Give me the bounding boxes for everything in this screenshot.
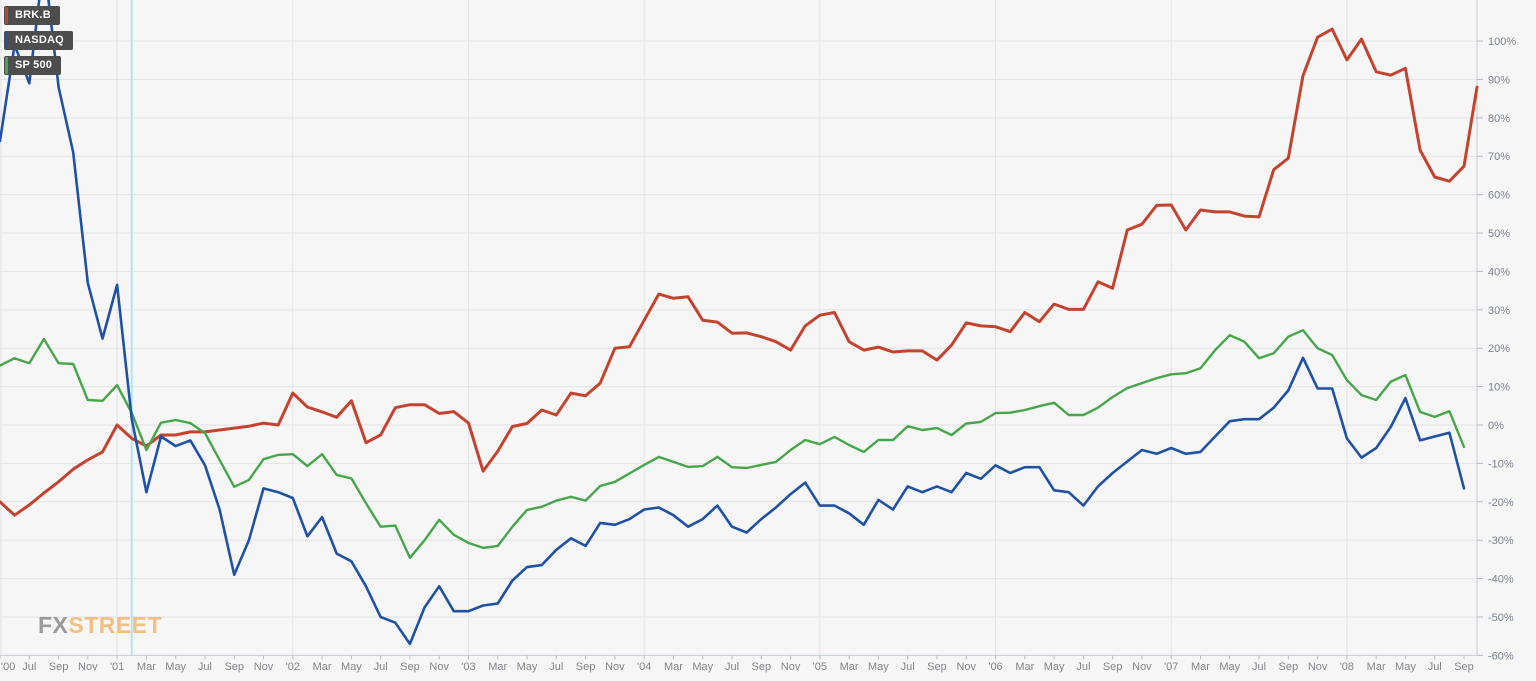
x-axis-label: Jul (374, 661, 388, 673)
x-axis-label: May (341, 661, 362, 673)
chart-legend: BRK.B NASDAQ SP 500 (4, 6, 73, 81)
x-axis-label: Sep (751, 661, 771, 673)
x-axis-label: Sep (224, 661, 244, 673)
x-axis-label: Sep (927, 661, 947, 673)
sp-500-color-swatch (5, 57, 8, 74)
x-axis-label: Nov (429, 661, 449, 673)
y-axis-label: -30% (1488, 535, 1514, 547)
y-axis-label: -10% (1488, 458, 1514, 470)
y-axis-label: 100% (1488, 36, 1516, 48)
y-axis-label: 30% (1488, 305, 1510, 317)
x-axis-label: Sep (400, 661, 420, 673)
x-axis-label: '02 (286, 661, 300, 673)
y-axis-label: -60% (1488, 650, 1514, 662)
sp-500-line (0, 329, 1466, 559)
x-axis-label: '06 (988, 661, 1002, 673)
x-axis-label: Sep (1103, 661, 1123, 673)
x-axis-label: Jul (1428, 661, 1442, 673)
brk-b-line (0, 27, 1479, 517)
x-axis-label: Nov (605, 661, 625, 673)
y-axis-label: 40% (1488, 266, 1510, 278)
legend-item-nasdaq[interactable]: NASDAQ (4, 31, 73, 50)
x-axis-label: Jul (901, 661, 915, 673)
y-axis-label: 90% (1488, 74, 1510, 86)
x-axis-label: Sep (49, 661, 69, 673)
x-axis-label: Mar (313, 661, 332, 673)
x-axis-label: Jul (725, 661, 739, 673)
y-axis-label: 0% (1488, 420, 1504, 432)
y-axis-label: 50% (1488, 228, 1510, 240)
y-axis-label: -50% (1488, 612, 1514, 624)
x-axis-label: Sep (1279, 661, 1299, 673)
x-axis-label: Mar (137, 661, 156, 673)
nasdaq-color-swatch (5, 32, 8, 49)
legend-item-brk-b[interactable]: BRK.B (4, 6, 60, 25)
x-axis-label: May (868, 661, 889, 673)
y-axis-label: 20% (1488, 343, 1510, 355)
y-axis-label: 60% (1488, 190, 1510, 202)
y-axis-label: -20% (1488, 497, 1514, 509)
x-axis-label: '05 (813, 661, 827, 673)
x-axis-label: '00 (1, 661, 15, 673)
x-axis-label: Mar (664, 661, 683, 673)
legend-label-sp-500: SP 500 (15, 59, 53, 71)
legend-item-sp-500[interactable]: SP 500 (4, 56, 62, 75)
x-axis-label: '08 (1340, 661, 1354, 673)
x-axis-label: May (165, 661, 186, 673)
y-axis-label: 70% (1488, 151, 1510, 163)
y-axis-label: -40% (1488, 574, 1514, 586)
x-axis-label: Sep (1454, 661, 1474, 673)
x-axis-label: Mar (840, 661, 859, 673)
x-axis-label: Jul (549, 661, 563, 673)
x-axis-label: Jul (198, 661, 212, 673)
x-axis-label: May (1395, 661, 1416, 673)
x-axis-label: Nov (1132, 661, 1152, 673)
watermark-street: STREET (68, 612, 163, 638)
x-axis-label: May (517, 661, 538, 673)
x-axis-label: '07 (1164, 661, 1178, 673)
x-axis-label: '01 (110, 661, 124, 673)
x-axis-label: Sep (576, 661, 596, 673)
x-axis-label: Mar (1367, 661, 1386, 673)
fxstreet-watermark: FXSTREET (38, 612, 162, 638)
x-axis-label: May (1219, 661, 1240, 673)
x-axis-label: Mar (1015, 661, 1034, 673)
x-axis-label: '03 (461, 661, 475, 673)
x-axis-label: Jul (22, 661, 36, 673)
legend-label-nasdaq: NASDAQ (15, 34, 64, 46)
x-axis-label: Nov (956, 661, 976, 673)
x-axis-label: Nov (78, 661, 98, 673)
x-axis-label: Nov (781, 661, 801, 673)
y-axis-label: 80% (1488, 113, 1510, 125)
brk-b-color-swatch (5, 7, 8, 24)
x-axis-label: May (1044, 661, 1065, 673)
legend-label-brk-b: BRK.B (15, 9, 51, 21)
x-axis-label: Jul (1076, 661, 1090, 673)
x-axis-label: Mar (488, 661, 507, 673)
x-axis-label: Mar (1191, 661, 1210, 673)
x-axis-label: Jul (1252, 661, 1266, 673)
nasdaq-line (0, 0, 1466, 646)
x-axis-label: Nov (254, 661, 274, 673)
x-axis-label: Nov (1308, 661, 1328, 673)
y-axis-label: 10% (1488, 382, 1510, 394)
x-axis-label: '04 (637, 661, 651, 673)
watermark-fx: FX (38, 612, 69, 638)
x-axis-label: May (692, 661, 713, 673)
